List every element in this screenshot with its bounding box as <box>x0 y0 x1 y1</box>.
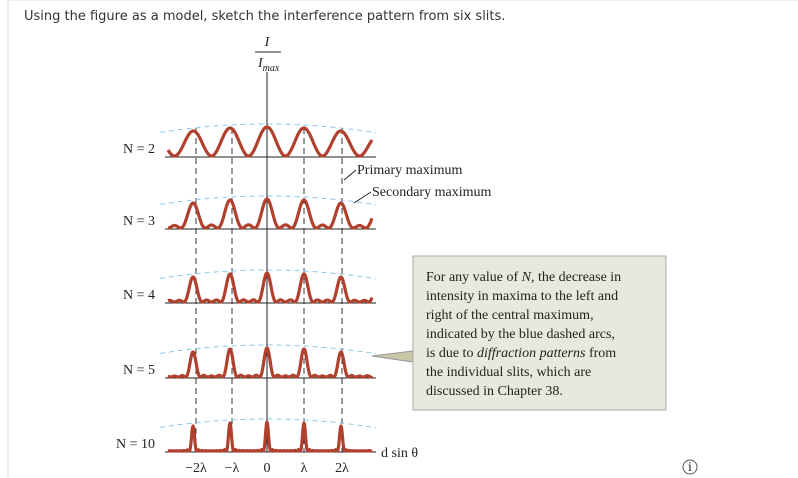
subscript: max <box>263 63 280 74</box>
callout-segment: from <box>585 346 616 361</box>
annotation: Primary maximum <box>357 163 462 178</box>
row-label: N = 5 <box>123 363 155 378</box>
callout-line: is due to diffraction patterns from <box>426 346 616 361</box>
callout-line: For any value of N, the decrease in <box>426 270 621 285</box>
callout-line: the individual slits, which are <box>426 365 591 380</box>
envelope-arc <box>159 269 377 280</box>
callout-segment: diffraction patterns <box>477 346 586 361</box>
row-label: N = 3 <box>123 214 155 229</box>
intensity-curve <box>166 271 374 304</box>
axis-numerator: I <box>264 35 271 50</box>
callout-line: discussed in Chapter 38. <box>426 384 563 399</box>
callout-segment: is due to <box>426 346 477 361</box>
callout-line: indicated by the blue dashed arcs, <box>426 327 615 342</box>
info-glyph[interactable]: i <box>688 460 692 475</box>
callout-segment: indicated by the blue dashed arcs, <box>426 327 615 342</box>
envelope-arc <box>159 123 377 134</box>
callout-segment: the individual slits, which are <box>426 365 591 380</box>
callout-segment: For any value of <box>426 270 522 285</box>
callout-segment: N <box>521 270 532 285</box>
x-axis-label: d sin θ <box>381 446 418 461</box>
x-tick-label: −λ <box>225 461 240 476</box>
row-label: N = 10 <box>116 437 155 452</box>
callout-segment: discussed in Chapter 38. <box>426 384 563 399</box>
callout-line: intensity in maxima to the left and <box>426 289 618 304</box>
question: Using the figure as a model, sketch the … <box>24 9 506 24</box>
leader <box>343 169 357 181</box>
envelope-arc <box>159 344 377 355</box>
envelope-arc <box>159 418 377 429</box>
callout-segment: right of the central maximum, <box>426 308 594 323</box>
row-label: N = 4 <box>123 288 155 303</box>
leader <box>353 191 372 204</box>
intensity-curve <box>166 197 374 230</box>
x-tick-label: λ <box>301 461 308 476</box>
info-icon[interactable] <box>682 459 698 475</box>
callout-text: For any value of N, the decrease in inten… <box>426 270 621 399</box>
row-label: N = 2 <box>123 142 155 157</box>
callout-line: right of the central maximum, <box>426 308 594 323</box>
annotation: Secondary maximum <box>372 185 491 200</box>
x-tick-label: 0 <box>264 461 271 476</box>
callout-segment: intensity in maxima to the left and <box>426 289 618 304</box>
callout-segment: , the decrease in <box>531 270 621 285</box>
plot: −2λ −λ 0 λ 2λ N = 2 N = 3 N = 4 N = 5 N = 10 <box>116 72 377 476</box>
x-tick-label: −2λ <box>185 461 207 476</box>
callout-pointer <box>371 350 414 363</box>
intensity-curve <box>166 125 374 158</box>
callout-box <box>412 255 667 411</box>
intensity-curve <box>166 346 374 379</box>
x-tick-label: 2λ <box>335 461 349 476</box>
denominator: I <box>257 56 264 71</box>
envelope-arc <box>159 195 377 206</box>
intensity-curve <box>166 420 374 453</box>
axis-denominator: Imax <box>257 56 280 74</box>
